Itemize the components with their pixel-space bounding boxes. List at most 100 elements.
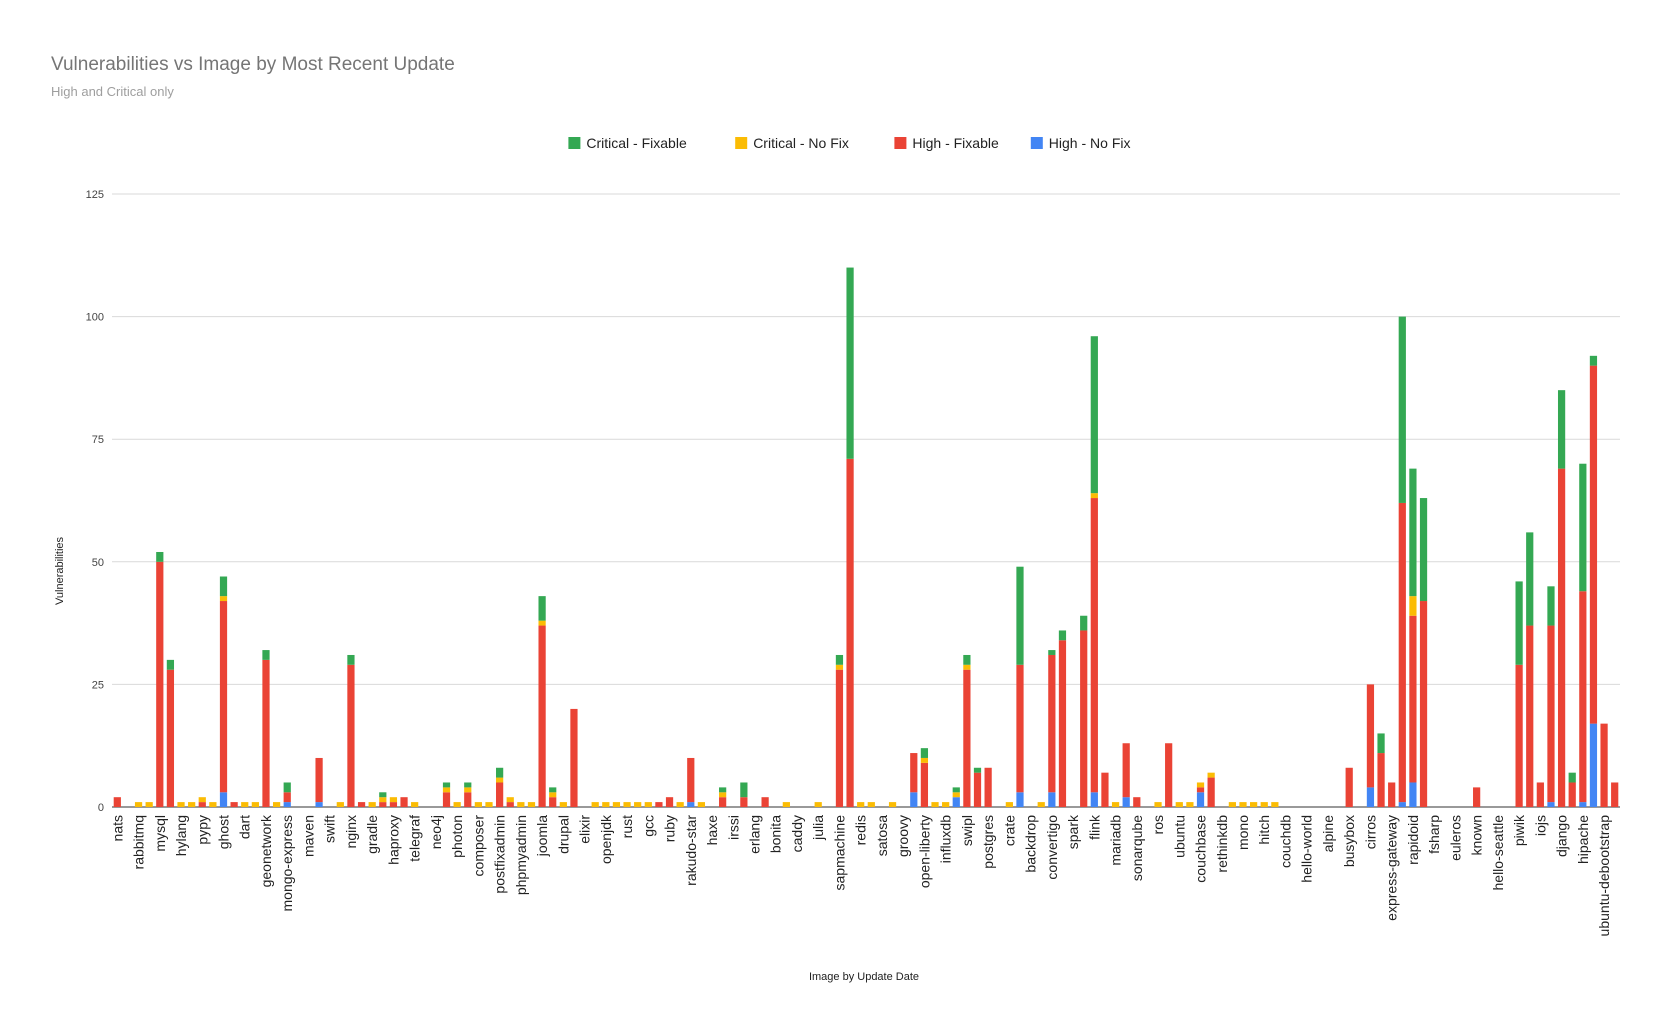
bar-segment: [272, 802, 281, 807]
bar-segment: [485, 802, 493, 807]
chart-subtitle: High and Critical only: [51, 84, 174, 99]
bar-segment: [1005, 802, 1013, 807]
bar-segment: [464, 782, 472, 788]
bar-segment: [442, 782, 451, 788]
bar-segment: [1589, 365, 1598, 724]
bar-segment: [920, 757, 929, 763]
bar-segment: [942, 802, 950, 807]
bar-segment: [1048, 792, 1056, 807]
x-category-label: satosa: [874, 815, 890, 856]
bar-segment: [347, 664, 355, 807]
bar-segment: [219, 576, 228, 597]
bar-segment: [963, 664, 971, 670]
bar-segment: [262, 659, 270, 807]
x-category-label: fsharp: [1426, 815, 1442, 854]
x-category-label: haxe: [704, 815, 720, 846]
bar-segment: [1557, 390, 1566, 469]
x-category-label: couchdb: [1277, 815, 1293, 868]
bar-segment: [549, 797, 557, 807]
bar-segment: [198, 802, 206, 807]
x-category-label: convertigo: [1044, 815, 1060, 880]
x-category-label: dart: [237, 815, 253, 839]
x-category-label: maven: [300, 815, 316, 857]
legend-label: Critical - No Fix: [753, 135, 849, 151]
x-category-label: ubuntu-debootstrap: [1596, 815, 1612, 937]
bar-segment: [1016, 566, 1024, 665]
x-category-label: telegraf: [407, 815, 423, 862]
bars: [113, 267, 1619, 807]
bar-segment: [549, 792, 557, 798]
bar-segment: [602, 802, 610, 807]
x-category-label: postgres: [980, 815, 996, 869]
bar-segment: [389, 802, 398, 807]
x-category-label: phpmyadmin: [513, 815, 529, 895]
bar-segment: [538, 625, 546, 807]
x-category-label: photon: [449, 815, 465, 858]
bar-segment: [549, 787, 557, 793]
legend-label: High - Fixable: [912, 135, 999, 151]
x-category-label: gcc: [640, 815, 656, 837]
bar-segment: [719, 797, 727, 807]
x-category-label: openjdk: [598, 814, 614, 864]
bar-segment: [506, 802, 514, 807]
bar-segment: [166, 659, 175, 670]
bar-segment: [1366, 684, 1375, 788]
bar-segment: [846, 267, 854, 459]
bar-segment: [1058, 640, 1067, 807]
bar-segment: [464, 787, 472, 793]
x-axis-title: Image by Update Date: [809, 971, 919, 983]
bar-segment: [761, 797, 769, 807]
legend: Critical - Fixable Critical - No Fix High …: [568, 135, 1130, 151]
bar-segment: [453, 802, 461, 807]
x-category-label: backdrop: [1023, 815, 1039, 873]
bar-segment: [496, 767, 504, 778]
bar-segment: [740, 782, 748, 798]
bar-segment: [1207, 772, 1215, 778]
bar-segment: [156, 561, 164, 807]
bar-segment: [963, 654, 971, 665]
bar-segment: [665, 797, 674, 807]
x-category-label: ghost: [216, 815, 232, 849]
bar-segment: [687, 757, 695, 803]
x-category-label: nats: [109, 815, 125, 841]
bar-segment: [1080, 615, 1088, 631]
bar-segment: [835, 654, 844, 665]
bar-segment: [835, 664, 844, 670]
bar-segment: [357, 802, 366, 807]
x-category-label: hello-seattle: [1490, 815, 1506, 891]
x-category-label: ros: [1150, 815, 1166, 834]
bar-segment: [1196, 792, 1205, 807]
x-category-label: spark: [1065, 814, 1081, 849]
bar-segment: [1165, 743, 1173, 807]
bar-segment: [1419, 498, 1428, 602]
bar-segment: [973, 772, 982, 807]
y-tick-label: 0: [98, 802, 104, 814]
x-axis-labels: nats rabbitmq mysql hylang pypy ghost dart geon…: [109, 814, 1612, 936]
bar-segment: [113, 797, 121, 807]
bar-segment: [368, 802, 376, 807]
bar-segment: [888, 802, 897, 807]
bar-segment: [1037, 802, 1045, 807]
bar-segment: [1419, 601, 1428, 807]
x-category-label: sapmachine: [831, 815, 847, 891]
bar-segment: [188, 802, 196, 807]
bar-segment: [559, 802, 567, 807]
bar-segment: [474, 802, 482, 807]
bar-segment: [1345, 767, 1353, 807]
legend-swatch: [735, 137, 748, 149]
bar-segment: [676, 802, 684, 807]
bar-segment: [538, 596, 546, 621]
bar-segment: [782, 802, 790, 807]
x-category-label: couchbase: [1193, 815, 1209, 883]
bar-segment: [920, 748, 929, 758]
bar-segment: [952, 787, 960, 793]
bar-segment: [1526, 532, 1534, 626]
x-category-label: geonetwork: [258, 814, 274, 887]
gridlines: [112, 193, 1620, 808]
bar-segment: [517, 802, 525, 807]
bar-segment: [1090, 336, 1098, 494]
x-category-label: piwik: [1511, 814, 1527, 846]
bar-segment: [835, 669, 844, 807]
bar-segment: [973, 767, 982, 773]
